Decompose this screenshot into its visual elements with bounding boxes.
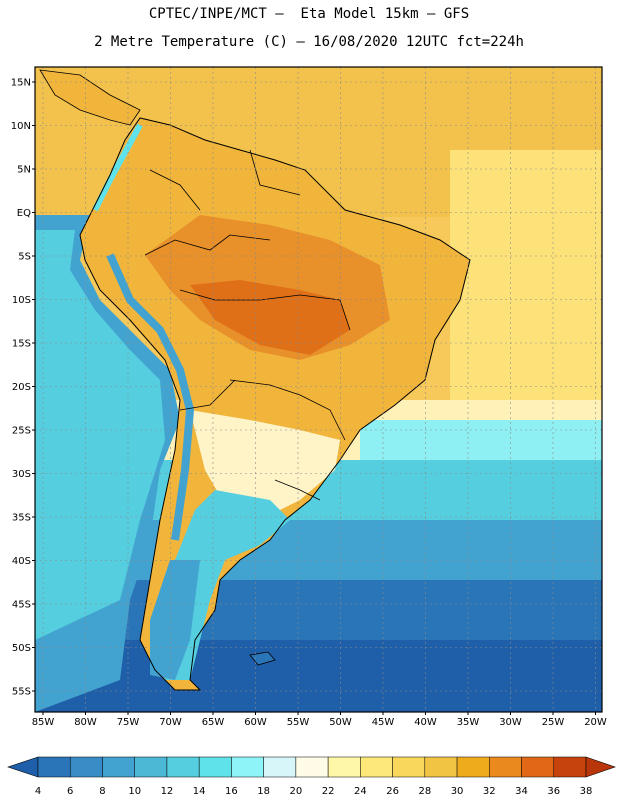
colorbar-cell: [360, 756, 393, 778]
colorbar-label: 28: [418, 786, 431, 797]
colorbar-arrow-left: [7, 756, 39, 778]
lon-label: 35W: [457, 717, 480, 728]
title-line-2: 2 Metre Temperature (C) – 16/08/2020 12U…: [94, 34, 524, 50]
colorbar-cell: [37, 756, 71, 778]
colorbar-arrow-right: [585, 756, 616, 778]
map-field: [35, 67, 602, 712]
lat-label: 15N: [11, 78, 31, 89]
colorbar-label: 22: [322, 786, 335, 797]
colorbar-cell: [489, 756, 522, 778]
lat-label: 10S: [12, 295, 31, 306]
lat-label: 55S: [12, 687, 31, 698]
colorbar-cell: [134, 756, 168, 778]
lon-label: 55W: [287, 717, 310, 728]
lon-label: 45W: [372, 717, 395, 728]
lon-label: 40W: [414, 717, 437, 728]
title-line-1: CPTEC/INPE/MCT – Eta Model 15km – GFS: [148, 6, 470, 22]
colorbar-label: 38: [580, 786, 593, 797]
colorbar-label: 12: [161, 786, 174, 797]
lat-label: 30S: [12, 469, 31, 480]
colorbar-label: 24: [354, 786, 367, 797]
latitude-labels: 15N 10N 5N EQ 5S 10S 15S 20S 25S 30S 35S 40S 45S 50S 5…: [11, 78, 35, 698]
lon-label: 75W: [117, 717, 140, 728]
lon-label: 70W: [159, 717, 182, 728]
lon-label: 60W: [244, 717, 267, 728]
colorbar-cell: [392, 756, 426, 778]
longitude-labels: 85W 80W 75W 70W 65W 60W 55W 50W 45W 40W 35W 30W 25W 2…: [32, 712, 607, 728]
lat-label: 5S: [18, 252, 31, 263]
colorbar-cell: [263, 756, 297, 778]
lat-label: 15S: [12, 339, 31, 350]
colorbar-cell: [69, 756, 103, 778]
colorbar-label: 18: [257, 786, 270, 797]
colorbar-label: 30: [451, 786, 464, 797]
lat-label: 50S: [12, 643, 31, 654]
lon-label: 80W: [74, 717, 97, 728]
colorbar-label: 16: [225, 786, 238, 797]
colorbar-label: 32: [483, 786, 496, 797]
colorbar-cell: [424, 756, 458, 778]
lat-label: 5N: [17, 165, 31, 176]
lon-label: 50W: [329, 717, 352, 728]
lat-label: 35S: [12, 513, 31, 524]
colorbar-cell: [327, 756, 361, 778]
lon-label: 25W: [542, 717, 565, 728]
colorbar-label: 14: [193, 786, 206, 797]
map-frame: [34, 66, 603, 713]
colorbar-cell: [231, 756, 264, 778]
colorbar-label: 36: [547, 786, 560, 797]
colorbar-label: 34: [515, 786, 528, 797]
colorbar-label: 4: [35, 786, 41, 797]
lon-label: 65W: [202, 717, 225, 728]
colorbar-label: 8: [99, 786, 105, 797]
lon-label: 30W: [499, 717, 522, 728]
colorbar-cell: [456, 756, 490, 778]
lat-label: 40S: [12, 556, 31, 567]
lat-label: 10N: [11, 121, 31, 132]
colorbar-cell: [521, 756, 555, 778]
colorbar-cell: [102, 756, 135, 778]
colorbar-label: 26: [386, 786, 399, 797]
colorbar-label: 6: [67, 786, 73, 797]
colorbar-label: 20: [290, 786, 303, 797]
lat-label: 45S: [12, 600, 31, 611]
colorbar-cell: [295, 756, 329, 778]
colorbar-cell: [553, 756, 587, 778]
lon-label: 20W: [584, 717, 607, 728]
colorbar-label: 10: [128, 786, 141, 797]
lat-label: EQ: [17, 208, 31, 219]
colorbar-cell: [198, 756, 232, 778]
lat-label: 25S: [12, 426, 31, 437]
colorbar-cell: [166, 756, 200, 778]
lon-label: 85W: [32, 717, 55, 728]
lat-label: 20S: [12, 382, 31, 393]
